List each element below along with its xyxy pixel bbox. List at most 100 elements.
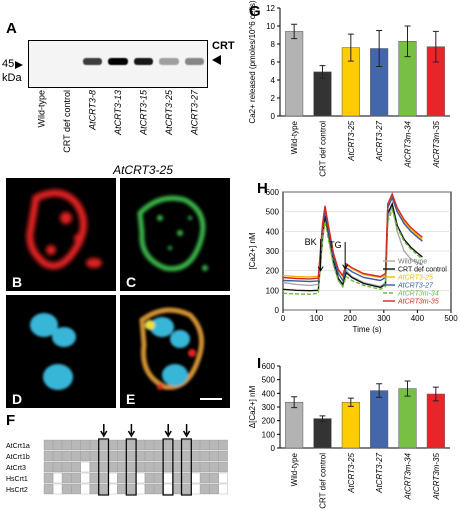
alignment-cell	[172, 483, 182, 495]
alignment-cell	[62, 450, 72, 462]
blot-band	[159, 58, 179, 65]
alignment-cell	[80, 439, 90, 451]
alignment-cell	[135, 472, 145, 484]
alignment-cell	[145, 461, 155, 473]
sequence-alignment: AtCrt1a AtCrt1b AtCrt3 HsCrt1 HsCrt2	[6, 424, 228, 496]
crt-arrow-icon	[212, 55, 221, 65]
arrow-down-icon	[127, 424, 136, 438]
lane-label: CRT def control	[62, 90, 72, 153]
x-tick-label: 0	[281, 314, 286, 323]
micrograph-e-merge	[120, 295, 230, 408]
x-tick-label: CRT def control	[319, 121, 328, 177]
bar	[370, 390, 389, 449]
bar	[426, 393, 445, 449]
error-bar	[376, 30, 383, 67]
alignment-cell	[62, 472, 72, 484]
alignment-cell	[154, 472, 164, 484]
bar	[285, 401, 304, 449]
alignment-row-label: AtCrt1a	[6, 443, 30, 450]
y-tick-label: 400	[262, 389, 276, 398]
lane-label: AtCRT3-8	[88, 90, 98, 131]
alignment-cell	[62, 439, 72, 451]
y-tick-label: 2	[271, 94, 276, 103]
alignment-cell	[145, 472, 155, 484]
lane-label: AtCRT3-25	[164, 89, 174, 136]
bar	[313, 418, 332, 449]
marker-45: 45	[2, 58, 15, 70]
micrograph-title: AtCRT3-25	[113, 163, 173, 177]
alignment-cell	[89, 461, 99, 473]
alignment-cell	[200, 439, 210, 451]
alignment-cell	[181, 461, 191, 473]
legend-label: AtCRT3-25	[397, 275, 433, 282]
alignment-cell	[209, 472, 219, 484]
error-bar	[291, 23, 298, 40]
alignment-cell	[172, 461, 182, 473]
alignment-cell	[218, 450, 228, 462]
x-tick-label: 100	[310, 314, 324, 323]
alignment-cell	[108, 461, 118, 473]
alignment-cell	[71, 450, 81, 462]
marker-arrow-icon	[15, 61, 23, 69]
alignment-cell	[53, 461, 63, 473]
alignment-cell	[200, 461, 210, 473]
y-tick-label: 300	[262, 403, 276, 412]
alignment-cell	[163, 450, 173, 462]
alignment-cell	[99, 483, 109, 495]
y-tick-label: 0	[271, 444, 276, 453]
alignment-cell	[89, 450, 99, 462]
alignment-cell	[200, 483, 210, 495]
alignment-cell	[43, 472, 53, 484]
alignment-cell	[209, 450, 219, 462]
alignment-cell	[181, 483, 191, 495]
alignment-cell	[172, 450, 182, 462]
legend-label: AtCRT3m-35	[397, 299, 439, 306]
panel-label-d: D	[12, 391, 23, 407]
y-axis-label: [Ca2+] nM	[248, 232, 257, 269]
alignment-cell	[80, 472, 90, 484]
alignment-cell	[53, 483, 63, 495]
alignment-row-label: AtCrt1b	[6, 454, 30, 461]
alignment-cell	[163, 483, 173, 495]
micrograph-c-green	[120, 178, 230, 291]
alignment-cell	[126, 439, 136, 451]
alignment-cell	[126, 472, 136, 484]
blot-band	[133, 58, 154, 65]
y-tick-label: 300	[266, 247, 280, 256]
y-tick-label: 600	[266, 188, 280, 197]
alignment-cell	[117, 483, 127, 495]
alignment-cell	[172, 472, 182, 484]
arrow-down-icon	[100, 424, 108, 438]
alignment-cell	[126, 461, 136, 473]
conserved-column	[162, 438, 174, 496]
alignment-cell	[209, 439, 219, 451]
y-tick-label: 0	[271, 112, 276, 121]
alignment-cell	[135, 450, 145, 462]
alignment-cell	[154, 450, 164, 462]
alignment-cell	[191, 472, 201, 484]
alignment-cell	[80, 461, 90, 473]
legend-label: AtCRT3-27	[397, 283, 434, 290]
alignment-cell	[172, 439, 182, 451]
error-bar	[347, 33, 354, 62]
y-axis-label: Δ[Ca2+] nM	[248, 385, 257, 428]
alignment-cell	[108, 439, 118, 451]
alignment-cell	[108, 483, 118, 495]
lane-label: Wild-type	[37, 90, 47, 128]
tg-annotation: TG	[329, 240, 342, 250]
alignment-cell	[218, 472, 228, 484]
y-tick-label: 0	[275, 306, 280, 315]
x-tick-label: 200	[344, 314, 358, 323]
alignment-cell	[117, 472, 127, 484]
error-bar	[432, 386, 439, 402]
blot-lane-labels: Wild-type CRT def control AtCRT3-8 AtCRT3-1…	[37, 89, 200, 153]
panel-label-i: I	[257, 355, 262, 372]
alignment-cell	[108, 472, 118, 484]
alignment-cell	[191, 439, 201, 451]
error-bar	[404, 380, 411, 397]
crt-band-label: CRT	[212, 40, 235, 52]
error-bar	[291, 396, 298, 409]
alignment-cell	[99, 439, 109, 451]
y-axis-label: Ca2+ released (pmoles/10^6 cells)	[248, 0, 257, 123]
alignment-cell	[163, 472, 173, 484]
